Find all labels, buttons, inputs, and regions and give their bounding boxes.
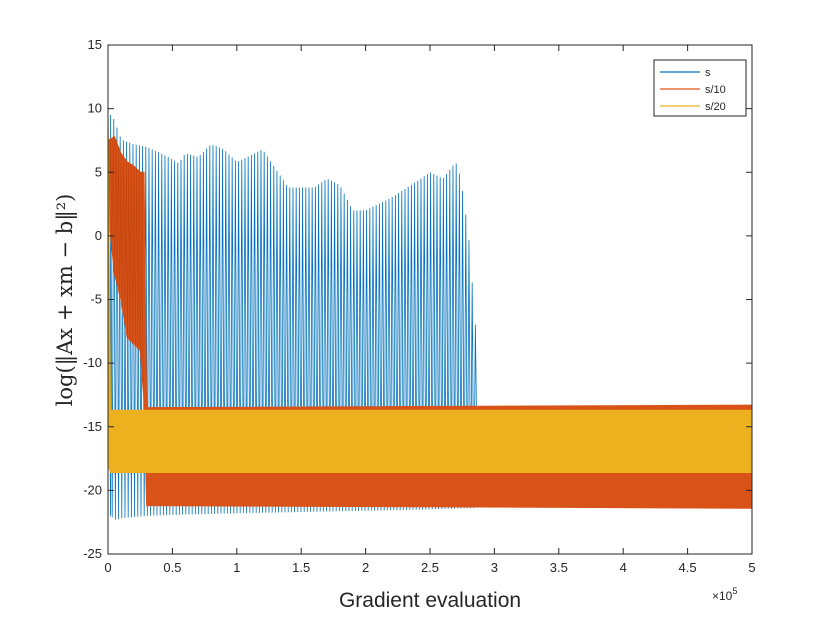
y-axis-label: log(‖Ax + xm − b‖²) [53, 194, 78, 407]
legend-label-0: s [705, 67, 711, 79]
x-tick-label-1: 0.5 [163, 560, 181, 575]
y-tick-label-3: -10 [83, 355, 102, 370]
y-tick-label-5: 0 [95, 228, 102, 243]
series-s20-band [108, 108, 752, 474]
series-s-line [108, 108, 752, 520]
series-s10-oscillation [108, 137, 144, 389]
tick-layer: 0 0.5 1 1.5 2 2.5 3 3.5 4 4.5 5 -25 -20 -15 -10 -5 0 5 10 1… [83, 37, 755, 575]
x-axis-label: Gradient evaluation [339, 589, 521, 612]
x-tick-label-2: 1 [233, 560, 240, 575]
y-tick-label-0: -25 [83, 546, 102, 561]
x-tick-label-3: 1.5 [292, 560, 310, 575]
x-tick-label-10: 5 [748, 560, 755, 575]
x-tick-label-4: 2 [362, 560, 369, 575]
y-tick-label-2: -15 [83, 419, 102, 434]
x-tick-label-8: 4 [620, 560, 627, 575]
x-tick-label-9: 4.5 [679, 560, 697, 575]
x-multiplier: ×105 [712, 586, 737, 603]
x-multiplier-exponent: 5 [732, 586, 737, 596]
legend-box [653, 59, 747, 117]
y-tick-label-8: 15 [88, 37, 102, 52]
x-multiplier-base: ×10 [712, 589, 733, 603]
y-tick-label-1: -20 [83, 482, 102, 497]
x-tick-label-0: 0 [104, 560, 111, 575]
y-tick-label-7: 10 [88, 101, 102, 116]
x-tick-label-7: 3.5 [550, 560, 568, 575]
y-tick-label-4: -5 [90, 292, 102, 307]
legend: s s/10 s/20 [653, 59, 747, 117]
legend-label-2: s/20 [705, 101, 726, 113]
x-tick-label-5: 2.5 [421, 560, 439, 575]
series-layer [108, 108, 752, 520]
legend-label-1: s/10 [705, 84, 726, 96]
x-tick-label-6: 3 [491, 560, 498, 575]
y-tick-label-6: 5 [95, 164, 102, 179]
